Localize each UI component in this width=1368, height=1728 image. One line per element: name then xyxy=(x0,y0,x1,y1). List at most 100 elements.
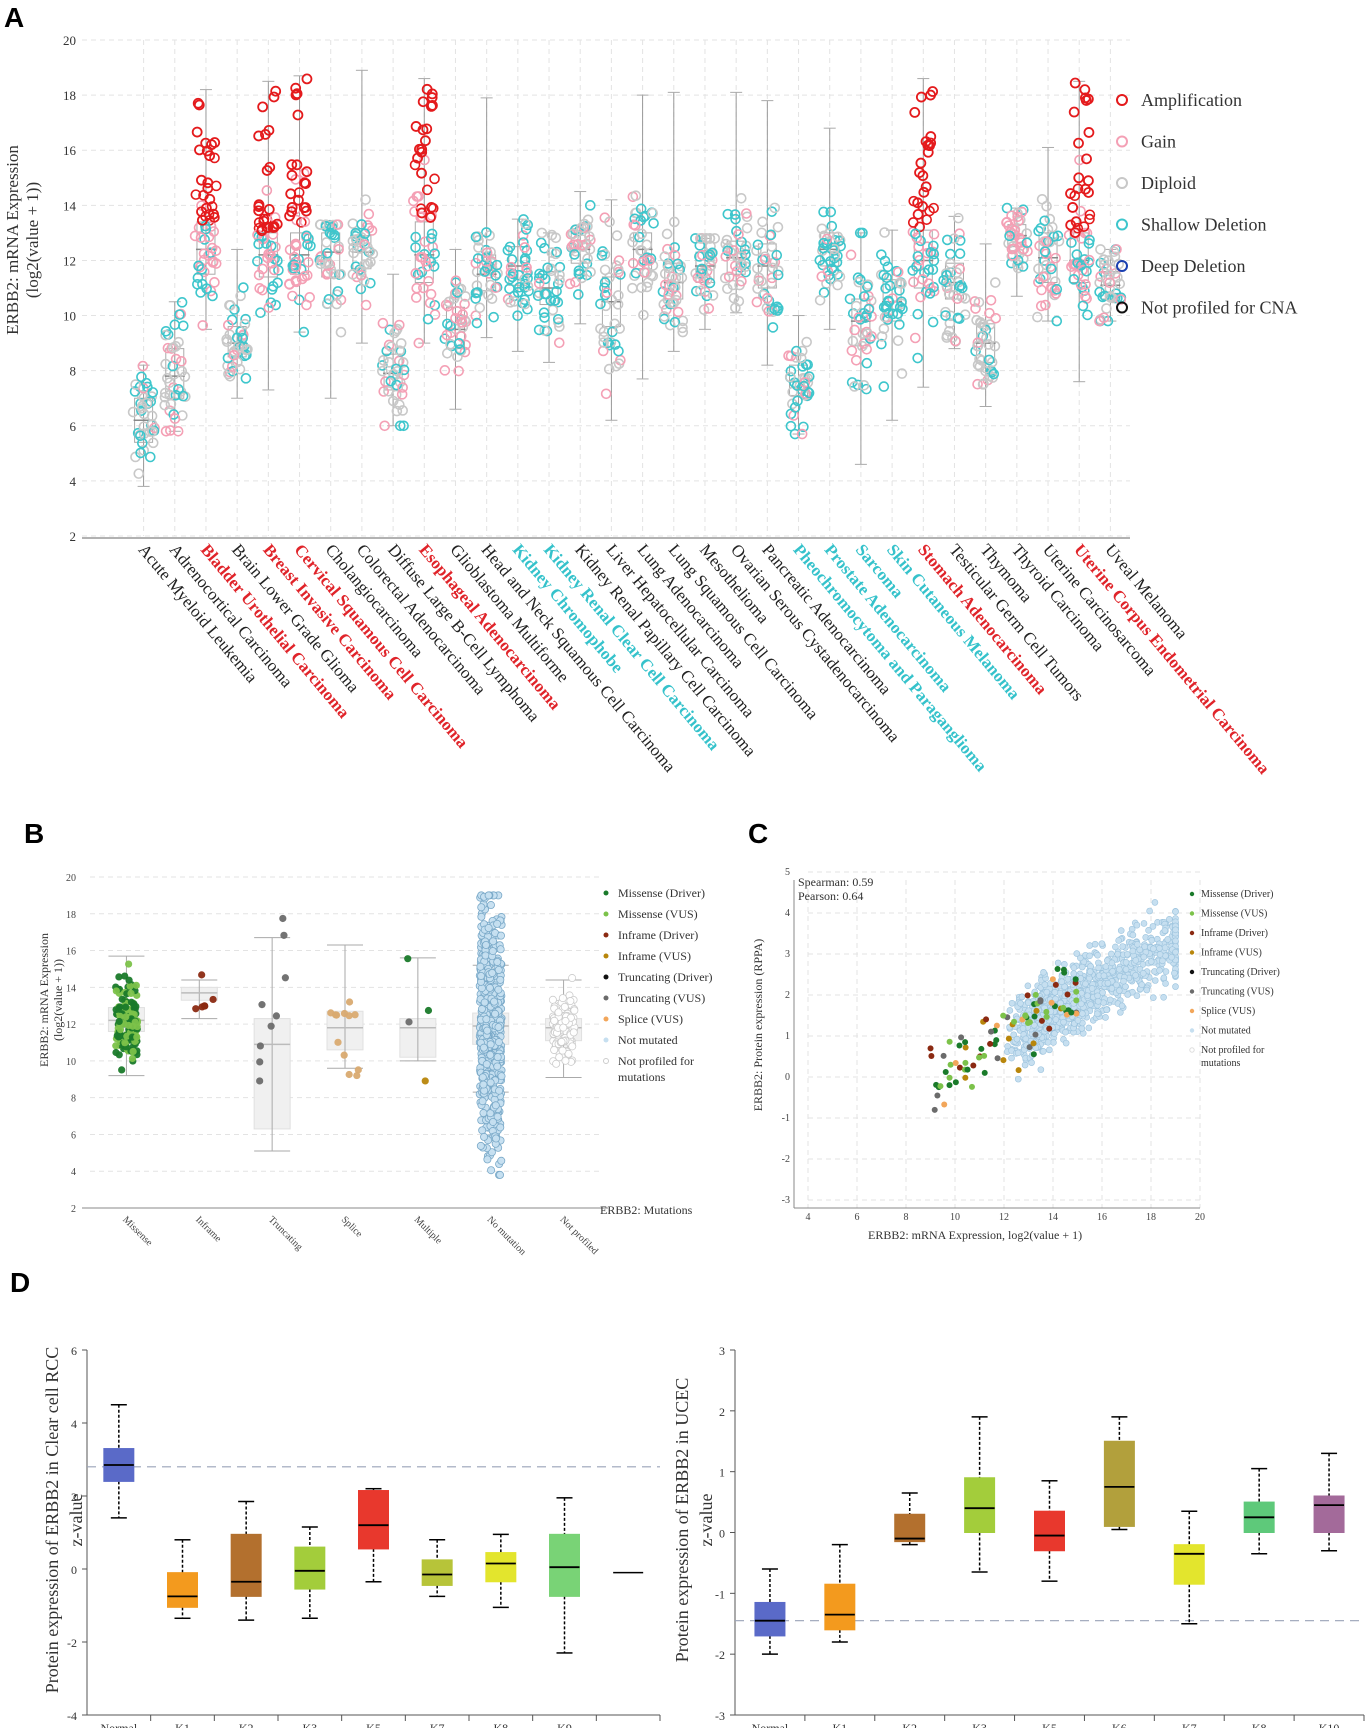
panel-a-point xyxy=(290,82,302,94)
panel-a-point xyxy=(1105,292,1116,303)
panel-d-left-box xyxy=(549,1533,580,1597)
panel-c-x-tick-label: 14 xyxy=(1048,1212,1058,1223)
panel-a-point xyxy=(912,308,924,320)
panel-c-point xyxy=(1078,1025,1086,1032)
panel-a-point xyxy=(1071,249,1083,260)
panel-a-point xyxy=(818,206,829,218)
panel-a-point xyxy=(834,271,846,282)
panel-a-point xyxy=(657,286,669,297)
panel-d-left-y-axis-zvalue: z-value xyxy=(66,1494,86,1547)
panel-a-point xyxy=(539,312,550,323)
panel-a-point xyxy=(789,402,801,413)
panel-a-point xyxy=(1080,279,1091,290)
panel-a-point xyxy=(200,220,211,232)
panel-a-point xyxy=(825,256,836,267)
panel-a-point xyxy=(332,219,344,230)
panel-a-point xyxy=(137,360,149,372)
panel-a-point xyxy=(798,421,809,433)
panel-c-point xyxy=(1114,950,1121,958)
panel-a-point xyxy=(596,250,608,261)
panel-a-point xyxy=(299,177,310,189)
panel-a-point xyxy=(223,319,234,331)
panel-a-point xyxy=(1084,254,1095,266)
panel-c-point xyxy=(976,1054,983,1061)
panel-a-point xyxy=(533,324,545,336)
panel-b-point xyxy=(131,1018,139,1026)
panel-c-point xyxy=(962,1074,969,1081)
panel-a-point xyxy=(976,355,988,366)
panel-c-point xyxy=(1032,1031,1039,1038)
panel-c-point xyxy=(987,1040,994,1047)
panel-a-point xyxy=(491,259,503,271)
panel-a-point xyxy=(600,300,612,312)
panel-a-point xyxy=(133,468,145,479)
panel-a-point xyxy=(1077,264,1088,276)
panel-a-point xyxy=(892,335,904,346)
panel-a-point xyxy=(752,239,764,251)
panel-c-point xyxy=(1048,999,1055,1006)
panel-a-point xyxy=(460,291,471,302)
panel-d-right-box xyxy=(824,1583,856,1631)
panel-a-point xyxy=(210,258,222,269)
panel-c-point xyxy=(928,1053,935,1060)
panel-c-point xyxy=(1162,980,1169,987)
panel-a-point xyxy=(377,317,389,329)
panel-a-point xyxy=(1012,259,1023,271)
panel-a-point xyxy=(359,228,371,240)
panel-c-point xyxy=(1052,981,1059,988)
panel-a-point xyxy=(1018,243,1030,255)
panel-b-point xyxy=(201,1002,209,1010)
panel-a-point xyxy=(796,345,808,357)
panel-a-point xyxy=(195,232,207,243)
panel-c-legend-label-cont: mutations xyxy=(1201,1058,1241,1069)
panel-b-point xyxy=(345,998,354,1006)
panel-d-right-y-tick-label: 1 xyxy=(719,1466,725,1480)
panel-a-point xyxy=(205,247,216,258)
panel-a-point xyxy=(298,326,310,338)
panel-a-point xyxy=(785,365,797,377)
panel-a-point xyxy=(301,230,312,242)
panel-b-category-label: Missense xyxy=(120,1214,154,1248)
panel-b-point xyxy=(115,973,123,981)
panel-b-point xyxy=(550,1045,559,1054)
panel-d-clear-cell-rcc-boxplot: -4-20246Normal(N=84)K1(N=5)K2(N=20)K3(N=… xyxy=(42,1344,661,1728)
panel-c-point xyxy=(1021,1061,1029,1069)
panel-c-point xyxy=(1146,907,1153,915)
panel-a-point xyxy=(727,279,739,291)
panel-a-point xyxy=(320,221,332,232)
panel-a-point xyxy=(969,296,981,307)
panel-b-point xyxy=(132,981,140,989)
panel-c-x-tick-label: 6 xyxy=(855,1212,860,1223)
panel-c-legend-label: Not profiled for xyxy=(1201,1045,1265,1056)
panel-a-point xyxy=(1068,106,1080,118)
panel-a-y-tick-label: 2 xyxy=(70,529,77,544)
panel-a-point xyxy=(908,276,919,288)
panel-a-point xyxy=(598,331,610,343)
panel-c-point xyxy=(1156,945,1163,952)
panel-a-point xyxy=(912,251,924,262)
panel-c-point xyxy=(1116,987,1123,994)
panel-a-point xyxy=(763,295,775,307)
panel-d-right-y-tick-label: -3 xyxy=(715,1709,725,1723)
panel-a-point xyxy=(850,300,862,312)
panel-a-point xyxy=(169,413,181,424)
panel-a-point xyxy=(174,309,185,320)
panel-b-point xyxy=(488,968,497,977)
panel-a-point xyxy=(470,231,482,243)
panel-c-point xyxy=(1077,954,1084,962)
panel-a-point xyxy=(825,206,837,218)
panel-c-point xyxy=(994,1055,1001,1062)
panel-a-point xyxy=(599,264,611,276)
panel-a-point xyxy=(253,238,264,250)
panel-a-point xyxy=(928,228,940,240)
panel-a-point xyxy=(1098,259,1110,270)
panel-b-legend: Missense (Driver) Missense (VUS) Inframe (… xyxy=(603,886,713,1084)
panel-b-point xyxy=(484,923,493,932)
panel-a-point xyxy=(569,249,580,260)
panel-a-point xyxy=(547,304,559,316)
panel-c-point xyxy=(1026,1019,1033,1026)
panel-a-point xyxy=(915,91,927,103)
panel-b-point xyxy=(491,1101,500,1110)
panel-a-point xyxy=(703,303,715,314)
panel-c-legend-label: Missense (VUS) xyxy=(1201,909,1267,920)
